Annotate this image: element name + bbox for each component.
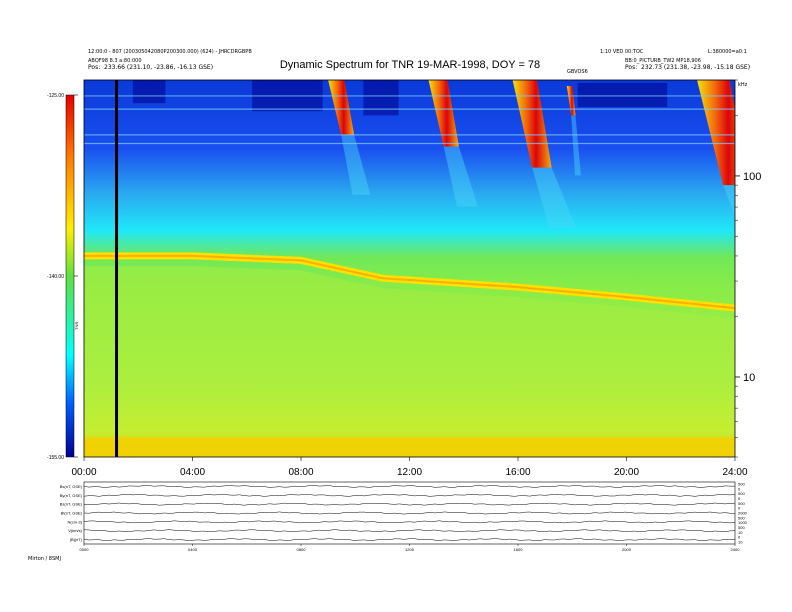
lower-panel-label: Bx(nT, GSE) <box>60 484 83 489</box>
low-frequency-band <box>84 437 735 457</box>
x-axis: 00:00 04:00 08:00 12:00 16:00 20:00 24:00 <box>71 457 748 478</box>
x-tick-label: 24:00 <box>722 467 747 478</box>
marker-line <box>115 80 119 457</box>
dark-patch <box>363 80 399 116</box>
lower-x-tick-label: 1200 <box>405 547 415 552</box>
radio-burst <box>428 80 459 147</box>
lower-right-tick-label: 500 <box>738 525 745 530</box>
lower-x-tick-label: 0400 <box>188 547 198 552</box>
lower-right-tick-label: 500 <box>738 515 745 520</box>
lower-right-tick-label: 10 <box>738 540 743 545</box>
header-left-pos-value: 233.66 (231.10, -23.86, -16.13 GSE) <box>104 64 214 71</box>
radio-burst <box>697 80 735 186</box>
colorbar <box>65 94 75 458</box>
lower-right-tick-label: 500 <box>738 491 745 496</box>
y-tick-label: 10 <box>743 372 755 384</box>
colorbar-ticks: -125.00 -140.00 -155.00 <box>47 93 78 461</box>
page-title: Dynamic Spectrum for TNR 19-MAR-1998, DO… <box>279 59 541 71</box>
plasma-band-lower <box>84 265 735 457</box>
lower-trace <box>83 520 736 524</box>
radio-burst-tail <box>341 134 371 195</box>
dark-patch <box>132 80 166 104</box>
lower-panel-label: |B|(nT) <box>70 537 83 542</box>
radio-burst-tail <box>443 146 478 207</box>
lower-panel-label: By(nT, GSE) <box>60 493 83 498</box>
lower-trace <box>83 529 736 533</box>
lower-panel-label: Bz(nT, GSE) <box>60 502 83 507</box>
lower-trace <box>84 502 736 506</box>
lower-panel-label: Bt(nT, GSE) <box>61 511 83 516</box>
radio-burst-tail <box>571 115 581 176</box>
radio-burst <box>328 80 355 135</box>
header-left-line1: 12:00:0 - 807 (200305042080P200300.000) … <box>88 49 252 55</box>
radio-burst-tail <box>532 167 577 228</box>
x-tick-label: 00:00 <box>71 467 96 478</box>
lower-trace <box>83 485 736 488</box>
lower-trace <box>83 538 736 541</box>
lower-trace <box>83 511 736 515</box>
lower-right-tick-label: 1000 <box>738 520 748 525</box>
lower-x-tick-label: 0000 <box>80 547 90 552</box>
x-tick-label: 12:00 <box>397 467 422 478</box>
lower-right-tick-label: 2000 <box>738 511 748 516</box>
lower-right-tick-label: 0 <box>738 496 741 501</box>
lower-x-tick-label: 0800 <box>297 547 307 552</box>
radio-burst-tail <box>723 185 735 217</box>
lower-right-tick-label: 500 <box>738 501 745 506</box>
colorbar-tick-label: -125.00 <box>47 93 64 99</box>
header-right-pos-value: 232.73 (231.38, -23.98, -15.18 GSE) <box>641 64 751 71</box>
dark-patch <box>577 82 668 108</box>
plasma-line-edge <box>84 254 735 310</box>
lower-panel-label: N(cm-3) <box>68 519 83 524</box>
lower-right-tick-label: 10 <box>738 530 743 535</box>
lower-trace <box>83 493 736 497</box>
radio-burst <box>566 86 576 116</box>
interference-lines <box>84 95 735 145</box>
lower-x-tick-label: 2400 <box>731 547 741 552</box>
lower-panel-label: V(km/s) <box>68 528 82 533</box>
header-center-label: GBVOS6 <box>567 69 588 75</box>
radio-bursts <box>328 80 735 228</box>
header-right-line2: BB:0_PICTURB_TW2 MP18,906 <box>625 58 701 64</box>
x-tick-label: 20:00 <box>614 467 639 478</box>
lower-right-tick-label: 0 <box>738 535 741 540</box>
lower-x-tick-label: 2000 <box>622 547 632 552</box>
lower-right-tick-label: 0 <box>738 486 741 491</box>
lower-right-tick-label: 500 <box>738 482 745 487</box>
colorbar-tick-label: -155.00 <box>47 455 64 461</box>
header-right-pos-label: Pos: <box>625 64 638 71</box>
colorbar-label: TNR <box>74 322 79 330</box>
freq-unit-label: kHz <box>738 82 748 88</box>
radio-burst <box>512 80 552 168</box>
header-right-line1: 1:10 VED 00:TOC <box>600 49 644 55</box>
x-tick-label: 16:00 <box>505 467 530 478</box>
y-tick-label: 100 <box>743 171 761 183</box>
y-axis: 100 10 <box>735 79 761 458</box>
x-tick-label: 04:00 <box>180 467 205 478</box>
spectrogram-plot <box>84 80 735 457</box>
x-tick-label: 08:00 <box>288 467 313 478</box>
lower-right-tick-label: 0 <box>738 506 741 511</box>
colorbar-tick-label: -140.00 <box>47 274 64 280</box>
header-right-line1b: L:380000=a0:1 <box>708 49 747 55</box>
header-left-line2: ABQF98 8.3 a:80:000 <box>88 58 142 64</box>
lower-x-tick-label: 1600 <box>514 547 524 552</box>
lower-parameter-panels: Bx(nT, GSE) By(nT, GSE) Bz(nT, GSE) Bt(nT, … <box>60 482 748 553</box>
footer-label: Mirton / 8SMJ <box>28 556 61 562</box>
header-left-pos-label: Pos: <box>88 64 101 71</box>
